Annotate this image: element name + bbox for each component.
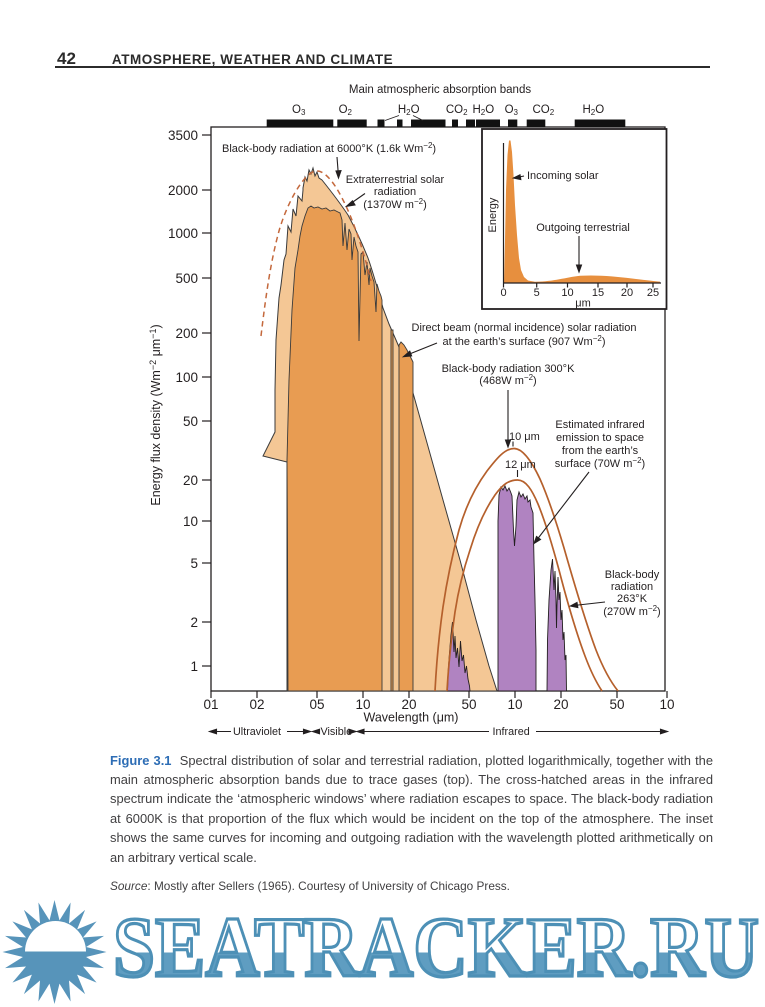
- svg-text:(270W m−2): (270W m−2): [603, 604, 660, 618]
- svg-text:2: 2: [190, 615, 198, 630]
- svg-text:O2: O2: [339, 104, 353, 117]
- svg-text:10: 10: [659, 697, 674, 712]
- svg-text:(468W m−2): (468W m−2): [479, 373, 536, 387]
- svg-text:50: 50: [609, 697, 624, 712]
- svg-text:2000: 2000: [168, 183, 198, 198]
- svg-text:O3: O3: [292, 104, 306, 117]
- svg-text:O3: O3: [505, 104, 519, 117]
- svg-text:from the earth’s: from the earth’s: [562, 445, 639, 457]
- svg-text:Black-body radiation 300°K: Black-body radiation 300°K: [442, 363, 575, 375]
- svg-text:at the earth’s surface (907 Wm: at the earth’s surface (907 Wm−2): [443, 334, 606, 348]
- svg-text:Energy: Energy: [487, 197, 499, 232]
- svg-text:02: 02: [249, 697, 264, 712]
- svg-text:Infrared: Infrared: [493, 726, 530, 738]
- svg-text:3500: 3500: [168, 128, 198, 143]
- svg-text:20: 20: [183, 473, 198, 488]
- svg-text:1: 1: [190, 659, 198, 674]
- svg-text:CO2: CO2: [446, 104, 468, 117]
- svg-text:10: 10: [561, 287, 573, 299]
- svg-text:10: 10: [507, 697, 522, 712]
- svg-text:20: 20: [621, 287, 633, 299]
- svg-text:Wavelength (μm): Wavelength (μm): [364, 711, 459, 725]
- svg-text:surface (70W m−2): surface (70W m−2): [555, 456, 645, 470]
- svg-text:0: 0: [500, 287, 506, 299]
- svg-text:20: 20: [553, 697, 568, 712]
- svg-text:radiation: radiation: [611, 581, 653, 593]
- svg-text:200: 200: [175, 326, 198, 341]
- svg-text:radiation: radiation: [374, 186, 416, 198]
- svg-text:50: 50: [183, 414, 198, 429]
- svg-text:Estimated infrared: Estimated infrared: [555, 419, 644, 431]
- svg-text:263°K: 263°K: [617, 593, 648, 605]
- svg-text:Incoming solar: Incoming solar: [527, 170, 599, 182]
- svg-text:H2O: H2O: [472, 104, 494, 117]
- svg-text:Visible: Visible: [321, 726, 353, 738]
- svg-text:5: 5: [190, 556, 198, 571]
- svg-text:(1370W m−2): (1370W m−2): [363, 197, 427, 211]
- svg-text:Ultraviolet: Ultraviolet: [233, 726, 281, 738]
- svg-text:H2O: H2O: [398, 104, 420, 117]
- svg-text:SEATRACKER.RU: SEATRACKER.RU: [113, 899, 759, 995]
- svg-text:emission to space: emission to space: [556, 432, 644, 444]
- svg-text:100: 100: [175, 370, 198, 385]
- svg-text:H2O: H2O: [582, 104, 604, 117]
- svg-text:50: 50: [461, 697, 476, 712]
- svg-text:Energy flux density (Wm−2 μm−1: Energy flux density (Wm−2 μm−1): [148, 324, 163, 505]
- svg-text:5: 5: [534, 287, 540, 299]
- svg-text:1000: 1000: [168, 226, 198, 241]
- svg-text:12 μm: 12 μm: [505, 459, 536, 471]
- svg-text:10: 10: [355, 697, 370, 712]
- svg-text:10: 10: [183, 514, 198, 529]
- svg-text:500: 500: [175, 271, 198, 286]
- svg-text:15: 15: [592, 287, 604, 299]
- svg-text:Black-body: Black-body: [605, 569, 660, 581]
- svg-text:Black-body radiation at 6000°K: Black-body radiation at 6000°K (1.6k Wm−…: [222, 141, 436, 155]
- svg-text:Extraterrestrial solar: Extraterrestrial solar: [346, 174, 445, 186]
- svg-text:25: 25: [647, 287, 659, 299]
- svg-text:Outgoing terrestrial: Outgoing terrestrial: [536, 222, 630, 234]
- svg-text:Main atmospheric absorption ba: Main atmospheric absorption bands: [349, 84, 531, 96]
- svg-text:10 μm: 10 μm: [509, 431, 540, 443]
- svg-text:05: 05: [309, 697, 324, 712]
- svg-text:01: 01: [203, 697, 218, 712]
- svg-text:20: 20: [401, 697, 416, 712]
- svg-text:μm: μm: [575, 298, 591, 310]
- svg-text:CO2: CO2: [532, 104, 554, 117]
- svg-text:Direct beam (normal incidence): Direct beam (normal incidence) solar rad…: [412, 322, 637, 334]
